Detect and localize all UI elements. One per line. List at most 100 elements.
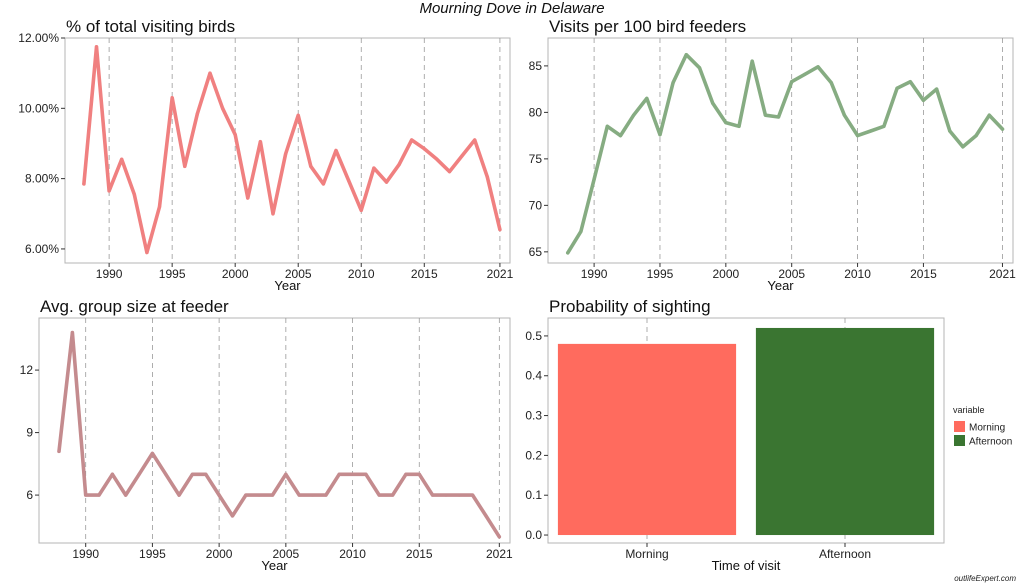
- x-tick-label: 1990: [581, 267, 608, 281]
- data-point: [217, 493, 221, 497]
- figure-title: Mourning Dove in Delaware: [419, 0, 605, 17]
- data-point: [132, 192, 136, 197]
- x-axis-label: Year: [767, 278, 794, 293]
- x-tick-label: 2015: [910, 267, 937, 281]
- data-point: [842, 113, 846, 117]
- legend-label: Morning: [969, 423, 1005, 434]
- data-point: [790, 80, 794, 84]
- data-point: [645, 96, 649, 101]
- data-point: [233, 133, 237, 137]
- y-tick-label: 0.2: [525, 448, 542, 462]
- y-tick-label: 6.00%: [25, 242, 59, 256]
- data-point: [324, 493, 328, 497]
- data-point: [297, 493, 301, 497]
- data-point: [164, 472, 168, 476]
- data-point: [377, 493, 381, 497]
- data-point: [882, 124, 886, 128]
- y-tick-label: 75: [529, 152, 543, 166]
- data-point: [829, 81, 833, 85]
- data-point: [372, 166, 376, 170]
- data-point: [974, 134, 978, 138]
- data-point: [145, 250, 149, 255]
- series-line: [57, 330, 502, 539]
- y-tick-label: 0.1: [525, 488, 542, 502]
- data-point: [485, 175, 489, 179]
- data-point: [750, 59, 754, 63]
- data-point: [618, 134, 623, 138]
- data-point: [195, 111, 199, 116]
- data-point: [170, 96, 174, 100]
- y-tick-label: 80: [529, 105, 543, 119]
- data-point: [579, 229, 583, 233]
- data-point: [417, 472, 421, 476]
- data-point: [347, 178, 351, 182]
- data-point: [94, 45, 99, 49]
- data-point: [390, 493, 395, 497]
- x-tick-label: 2010: [844, 267, 871, 281]
- data-point: [337, 472, 341, 476]
- y-tick-label: 85: [529, 59, 543, 73]
- data-point: [84, 493, 88, 497]
- data-point: [776, 115, 781, 119]
- data-point: [397, 162, 401, 167]
- y-tick-label: 0.5: [525, 329, 542, 343]
- data-point: [566, 251, 570, 255]
- data-point: [457, 493, 461, 497]
- x-tick-label: Afternoon: [819, 547, 871, 561]
- chart-title: Visits per 100 bird feeders: [549, 17, 746, 36]
- data-point: [737, 124, 741, 128]
- x-tick-label: 2015: [406, 547, 433, 561]
- x-tick-label: 2021: [989, 267, 1016, 281]
- data-point: [334, 148, 338, 153]
- data-point: [107, 189, 111, 193]
- data-point: [257, 493, 261, 497]
- data-point: [296, 113, 300, 117]
- data-point: [350, 472, 355, 476]
- x-tick-label: Morning: [625, 547, 668, 561]
- legend-swatch: [954, 421, 965, 432]
- x-tick-label: 1995: [159, 267, 186, 281]
- data-point: [473, 138, 477, 142]
- chart-title: Avg. group size at feeder: [40, 297, 229, 316]
- data-point: [284, 472, 288, 476]
- y-tick-label: 6: [26, 488, 33, 502]
- data-point: [961, 145, 965, 149]
- y-tick-label: 65: [529, 245, 543, 259]
- data-point: [404, 472, 408, 476]
- x-tick-label: 2021: [486, 547, 513, 561]
- data-point: [1000, 127, 1005, 131]
- data-point: [57, 449, 61, 453]
- data-point: [183, 164, 187, 168]
- x-tick-label: 2005: [272, 547, 299, 561]
- data-point: [208, 71, 212, 75]
- bar-morning: [557, 343, 737, 536]
- data-point: [484, 514, 488, 518]
- data-point: [816, 65, 820, 69]
- data-point: [895, 86, 899, 90]
- data-point: [435, 157, 439, 161]
- x-tick-label: 2010: [339, 547, 366, 561]
- chart-title: % of total visiting birds: [66, 17, 235, 36]
- x-tick-label: 1990: [72, 547, 99, 561]
- legend-swatch: [954, 435, 965, 446]
- series-line: [565, 52, 1005, 255]
- series-line: [82, 44, 502, 255]
- data-point: [444, 493, 448, 497]
- data-point: [869, 129, 873, 133]
- data-point: [220, 106, 225, 110]
- x-tick-label: 2015: [411, 267, 438, 281]
- plot-frame: [547, 37, 1014, 264]
- y-tick-label: 0.0: [525, 528, 542, 542]
- chart-title: Probability of sighting: [549, 297, 711, 316]
- y-tick-label: 12.00%: [18, 31, 59, 45]
- data-point: [803, 72, 807, 76]
- data-point: [309, 164, 313, 168]
- data-point: [124, 493, 128, 497]
- data-point: [110, 472, 114, 476]
- data-point: [271, 212, 275, 216]
- x-tick-label: 1995: [647, 267, 674, 281]
- data-point: [592, 177, 596, 181]
